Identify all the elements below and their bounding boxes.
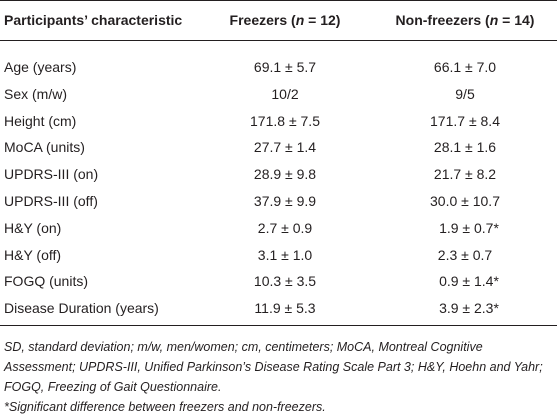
header-text: = 12) xyxy=(304,12,341,28)
row-label: Disease Duration (years) xyxy=(4,300,159,317)
row-label: MoCA (units) xyxy=(4,139,85,156)
cell-value: 171.7 ± 8.4 xyxy=(430,112,500,129)
cell-value: 3.9 ± 2.3* xyxy=(439,300,499,317)
row-label: H&Y (off) xyxy=(4,246,62,263)
header-rule xyxy=(0,40,557,41)
row-label: H&Y (on) xyxy=(4,219,62,236)
cell-value: 11.9 ± 5.3 xyxy=(254,300,316,317)
header-text: n xyxy=(295,12,305,28)
row-label: Height (cm) xyxy=(4,112,77,129)
row-label: UPDRS-III (on) xyxy=(4,166,99,183)
row-label: FOGQ (units) xyxy=(4,273,89,290)
cell-value: 1.9 ± 0.7* xyxy=(439,219,499,236)
row-label: Sex (m/w) xyxy=(4,85,67,102)
header-text: n xyxy=(489,12,499,28)
top-rule xyxy=(0,0,557,1)
bottom-rule xyxy=(0,325,557,326)
column-header: Freezers (n = 12) xyxy=(200,12,370,28)
column-header: Participants’ characteristic xyxy=(4,12,183,28)
header-text: Non-freezers ( xyxy=(395,12,490,28)
cell-value: 2.3 ± 0.7 xyxy=(437,246,493,263)
column-header: Non-freezers (n = 14) xyxy=(380,12,550,28)
header-text: = 14) xyxy=(498,12,535,28)
cell-value: 171.8 ± 7.5 xyxy=(250,112,320,129)
cell-value: 2.7 ± 0.9 xyxy=(257,219,313,236)
footnotes: SD, standard deviation; m/w, men/women; … xyxy=(4,337,552,417)
cell-value: 10.3 ± 3.5 xyxy=(253,273,317,290)
cell-value: 3.1 ± 1.0 xyxy=(257,246,313,263)
row-label: UPDRS-III (off) xyxy=(4,193,98,209)
footnote: SD, standard deviation; m/w, men/women; … xyxy=(4,340,543,394)
cell-value: 0.9 ± 1.4* xyxy=(439,273,499,290)
footnote: *Significant difference between freezers… xyxy=(4,400,326,414)
cell-value: 10/2 xyxy=(271,85,299,102)
cell-value: 9/5 xyxy=(455,85,475,102)
cell-value: 69.1 ± 5.7 xyxy=(253,59,317,75)
cell-value: 37.9 ± 9.9 xyxy=(253,193,317,209)
cell-value: 27.7 ± 1.4 xyxy=(253,139,317,156)
cell-value: 21.7 ± 8.2 xyxy=(433,166,497,183)
row-label: Age (years) xyxy=(4,59,77,75)
cell-value: 28.1 ± 1.6 xyxy=(433,139,497,156)
header-text: Freezers ( xyxy=(229,12,296,28)
cell-value: 30.0 ± 10.7 xyxy=(430,193,500,209)
cell-value: 66.1 ± 7.0 xyxy=(433,59,497,75)
cell-value: 28.9 ± 9.8 xyxy=(253,166,317,183)
